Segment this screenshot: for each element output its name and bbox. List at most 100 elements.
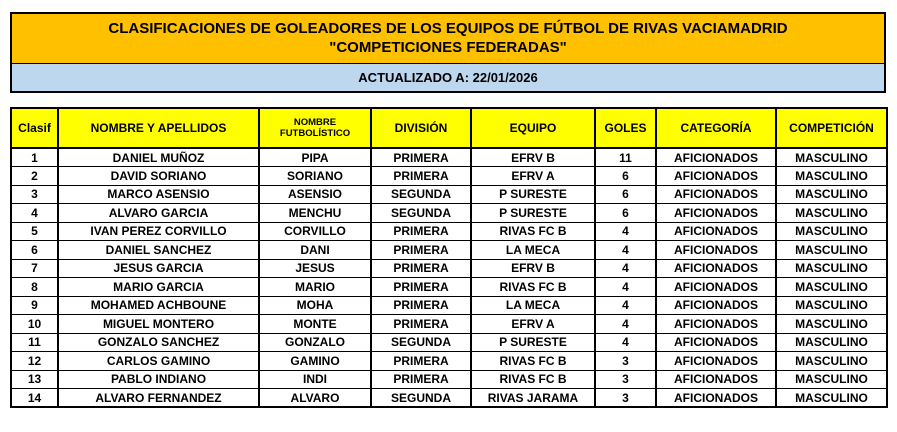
table-row: 3 MARCO ASENSIO ASENSIO SEGUNDA P SURESTE 6 AF… — [10, 184, 888, 204]
cell-competicion: MASCULINO — [775, 184, 888, 204]
col-header-nombre-apellidos: NOMBRE Y APELLIDOS — [57, 107, 260, 149]
cell-goles: 3 — [594, 351, 657, 371]
cell-competicion: MASCULINO — [775, 314, 888, 334]
cell-goles: 4 — [594, 295, 657, 315]
cell-clasif: 12 — [10, 351, 59, 371]
cell-nombre-futbolistico: DANI — [258, 240, 372, 260]
cell-nombre-apellidos: GONZALO SANCHEZ — [57, 332, 260, 352]
report-title-line1: CLASIFICACIONES DE GOLEADORES DE LOS EQU… — [108, 20, 788, 37]
cell-nombre-futbolistico: MONTE — [258, 314, 372, 334]
cell-division: PRIMERA — [370, 277, 472, 297]
cell-categoria: AFICIONADOS — [655, 295, 777, 315]
cell-division: PRIMERA — [370, 258, 472, 278]
cell-clasif: 7 — [10, 258, 59, 278]
cell-division: PRIMERA — [370, 314, 472, 334]
cell-goles: 3 — [594, 369, 657, 389]
cell-division: PRIMERA — [370, 295, 472, 315]
cell-division: SEGUNDA — [370, 388, 472, 408]
cell-clasif: 3 — [10, 184, 59, 204]
cell-nombre-futbolistico: INDI — [258, 369, 372, 389]
cell-categoria: AFICIONADOS — [655, 221, 777, 241]
cell-equipo: EFRV B — [470, 147, 596, 167]
cell-nombre-apellidos: MARCO ASENSIO — [57, 184, 260, 204]
cell-goles: 4 — [594, 314, 657, 334]
table-row: 2 DAVID SORIANO SORIANO PRIMERA EFRV A 6 AFICI… — [10, 166, 888, 186]
cell-division: PRIMERA — [370, 147, 472, 167]
cell-categoria: AFICIONADOS — [655, 277, 777, 297]
cell-nombre-futbolistico: MENCHU — [258, 203, 372, 223]
cell-equipo: P SURESTE — [470, 332, 596, 352]
cell-nombre-futbolistico: GAMINO — [258, 351, 372, 371]
table-row: 4 ALVARO GARCIA MENCHU SEGUNDA P SURESTE 6 AFI… — [10, 203, 888, 223]
col-header-nombre-futbolistico: NOMBRE FUTBOLÍSTICO — [258, 107, 372, 149]
table-row: 13 PABLO INDIANO INDI PRIMERA RIVAS FC B 3 AFI… — [10, 369, 888, 389]
cell-competicion: MASCULINO — [775, 240, 888, 260]
cell-equipo: RIVAS FC B — [470, 221, 596, 241]
cell-equipo: LA MECA — [470, 295, 596, 315]
cell-nombre-futbolistico: CORVILLO — [258, 221, 372, 241]
cell-competicion: MASCULINO — [775, 147, 888, 167]
cell-nombre-futbolistico: SORIANO — [258, 166, 372, 186]
cell-goles: 6 — [594, 184, 657, 204]
cell-competicion: MASCULINO — [775, 221, 888, 241]
cell-division: PRIMERA — [370, 351, 472, 371]
cell-nombre-apellidos: MIGUEL MONTERO — [57, 314, 260, 334]
table-row: 6 DANIEL SANCHEZ DANI PRIMERA LA MECA 4 AFICIO… — [10, 240, 888, 260]
cell-equipo: RIVAS FC B — [470, 369, 596, 389]
cell-equipo: EFRV A — [470, 166, 596, 186]
table-row: 1 DANIEL MUÑOZ PIPA PRIMERA EFRV B 11 AFICIONA… — [10, 147, 888, 167]
cell-nombre-apellidos: DANIEL SANCHEZ — [57, 240, 260, 260]
cell-goles: 4 — [594, 277, 657, 297]
cell-competicion: MASCULINO — [775, 351, 888, 371]
col-header-competicion: COMPETICIÓN — [775, 107, 888, 149]
scorers-table: Clasif NOMBRE Y APELLIDOS NOMBRE FUTBOLÍ… — [10, 107, 888, 408]
cell-clasif: 10 — [10, 314, 59, 334]
cell-categoria: AFICIONADOS — [655, 203, 777, 223]
cell-nombre-apellidos: JESUS GARCIA — [57, 258, 260, 278]
cell-nombre-apellidos: DAVID SORIANO — [57, 166, 260, 186]
table-header-row: Clasif NOMBRE Y APELLIDOS NOMBRE FUTBOLÍ… — [10, 107, 888, 149]
cell-nombre-apellidos: IVAN PEREZ CORVILLO — [57, 221, 260, 241]
cell-equipo: EFRV B — [470, 258, 596, 278]
cell-categoria: AFICIONADOS — [655, 351, 777, 371]
cell-goles: 4 — [594, 332, 657, 352]
cell-equipo: RIVAS JARAMA — [470, 388, 596, 408]
cell-categoria: AFICIONADOS — [655, 240, 777, 260]
cell-nombre-futbolistico: GONZALO — [258, 332, 372, 352]
cell-nombre-apellidos: ALVARO FERNANDEZ — [57, 388, 260, 408]
table-row: 5 IVAN PEREZ CORVILLO CORVILLO PRIMERA RIVAS… — [10, 221, 888, 241]
table-row: 7 JESUS GARCIA JESUS PRIMERA EFRV B 4 AFICIONA… — [10, 258, 888, 278]
cell-clasif: 13 — [10, 369, 59, 389]
cell-nombre-apellidos: DANIEL MUÑOZ — [57, 147, 260, 167]
cell-categoria: AFICIONADOS — [655, 332, 777, 352]
title-banner: CLASIFICACIONES DE GOLEADORES DE LOS EQU… — [10, 12, 886, 93]
table-row: 9 MOHAMED ACHBOUNE MOHA PRIMERA LA MECA 4 AFIC… — [10, 295, 888, 315]
cell-nombre-futbolistico: JESUS — [258, 258, 372, 278]
cell-nombre-futbolistico: MOHA — [258, 295, 372, 315]
cell-competicion: MASCULINO — [775, 332, 888, 352]
cell-nombre-apellidos: MOHAMED ACHBOUNE — [57, 295, 260, 315]
col-header-goles: GOLES — [594, 107, 657, 149]
report-page: CLASIFICACIONES DE GOLEADORES DE LOS EQU… — [10, 12, 888, 408]
cell-division: PRIMERA — [370, 221, 472, 241]
cell-nombre-futbolistico: PIPA — [258, 147, 372, 167]
table-row: 8 MARIO GARCIA MARIO PRIMERA RIVAS FC B 4 AFIC… — [10, 277, 888, 297]
cell-competicion: MASCULINO — [775, 369, 888, 389]
cell-categoria: AFICIONADOS — [655, 369, 777, 389]
cell-goles: 4 — [594, 258, 657, 278]
cell-equipo: EFRV A — [470, 314, 596, 334]
cell-competicion: MASCULINO — [775, 166, 888, 186]
cell-division: SEGUNDA — [370, 203, 472, 223]
cell-nombre-futbolistico: ASENSIO — [258, 184, 372, 204]
report-title: CLASIFICACIONES DE GOLEADORES DE LOS EQU… — [12, 14, 884, 63]
report-title-line2: "COMPETICIONES FEDERADAS" — [329, 39, 567, 56]
cell-categoria: AFICIONADOS — [655, 388, 777, 408]
cell-competicion: MASCULINO — [775, 258, 888, 278]
cell-clasif: 1 — [10, 147, 59, 167]
cell-competicion: MASCULINO — [775, 203, 888, 223]
cell-nombre-apellidos: ALVARO GARCIA — [57, 203, 260, 223]
cell-equipo: P SURESTE — [470, 203, 596, 223]
cell-goles: 4 — [594, 221, 657, 241]
cell-clasif: 5 — [10, 221, 59, 241]
updated-bar: ACTUALIZADO A: 22/01/2026 — [12, 63, 884, 91]
